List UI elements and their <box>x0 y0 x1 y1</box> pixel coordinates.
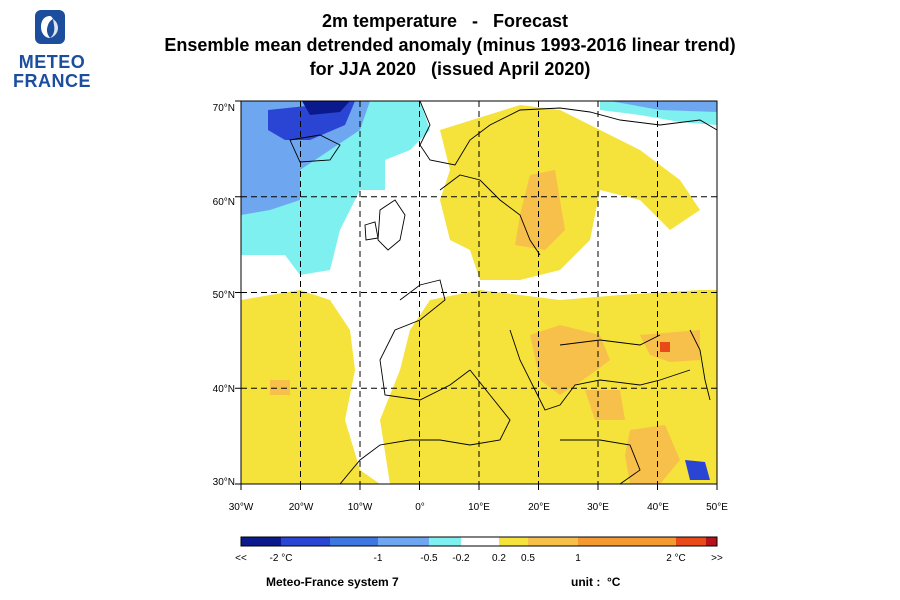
coastline-levant <box>560 439 641 484</box>
unit-label: unit : °C <box>571 575 621 589</box>
logo-text-france: FRANCE <box>13 71 91 91</box>
anomaly-region-hot-spot <box>660 342 670 352</box>
colorbar-frame <box>240 536 718 547</box>
colorbar-swatch <box>528 537 578 546</box>
coastline-balkans <box>509 329 691 411</box>
anomaly-region-warm-scandinavia <box>440 105 700 280</box>
colorbar-swatch <box>241 537 281 546</box>
model-system-label: Meteo-France system 7 <box>266 575 399 589</box>
colorbar-label-minus05: -0.5 <box>420 553 438 564</box>
colorbar-swatch <box>378 537 429 546</box>
colorbar-label-minus2: -2 °C <box>269 553 293 564</box>
lat-label-40n: 40°N <box>212 384 235 395</box>
anomaly-region-warm-atlantic-south <box>241 290 380 484</box>
colorbar-label-below: << <box>235 553 247 564</box>
anomaly-region-orange-baltic <box>515 170 565 250</box>
colorbar-swatch <box>578 537 676 546</box>
coastline-britain <box>377 199 406 251</box>
lon-label-20w: 20°W <box>288 502 314 513</box>
anomaly-region-cold-arctic <box>610 101 717 112</box>
colorbar-label-plus1: 1 <box>575 553 581 564</box>
coastline-caspian <box>689 329 711 401</box>
colorbar-label-plus02: 0.2 <box>492 553 506 564</box>
map-ticks <box>235 100 718 490</box>
coastline-baltic <box>439 174 541 256</box>
logo-text-meteo: METEO <box>18 52 86 72</box>
anomaly-region-orange-balkans <box>530 325 610 395</box>
lon-label-20e: 20°E <box>528 502 550 513</box>
coastline-arctic <box>419 101 717 166</box>
colorbar-swatch <box>706 537 717 546</box>
coastline-iceland <box>289 134 341 163</box>
lat-label-70n: 70°N <box>212 103 235 114</box>
title-line-2: Ensemble mean detrended anomaly (minus 1… <box>164 35 736 55</box>
lon-label-30w: 30°W <box>228 502 254 513</box>
anomaly-region-orange-turkey <box>585 390 625 420</box>
anomaly-region-orange-azores <box>270 380 290 395</box>
lon-label-40e: 40°E <box>647 502 669 513</box>
colorbar-label-minus02: -0.2 <box>452 553 470 564</box>
coastline-ireland <box>364 221 379 241</box>
lon-label-30e: 30°E <box>587 502 609 513</box>
colorbar-label-minus1: -1 <box>373 553 383 564</box>
logo-badge-icon <box>35 10 65 44</box>
lat-label-50n: 50°N <box>212 290 235 301</box>
map-gridlines <box>241 101 717 484</box>
colorbar-label-plus05: 0.5 <box>521 553 535 564</box>
title-line-3: for JJA 2020 (issued April 2020) <box>309 59 591 79</box>
meteo-france-logo: METEO FRANCE <box>12 6 92 92</box>
colorbar <box>240 536 718 547</box>
title-line-1: 2m temperature - Forecast <box>321 11 569 31</box>
lat-label-30n: 30°N <box>212 477 235 488</box>
colorbar-swatch <box>676 537 706 546</box>
lon-label-50e: 50°E <box>706 502 728 513</box>
anomaly-region-extreme-cold <box>302 101 350 115</box>
colorbar-swatch <box>499 537 528 546</box>
colorbar-swatch <box>461 537 499 546</box>
colorbar-swatch <box>330 537 378 546</box>
colorbar-swatch <box>281 537 330 546</box>
colorbar-swatch <box>429 537 461 546</box>
colorbar-label-above: >> <box>711 553 723 564</box>
anomaly-fill-layer <box>241 101 717 484</box>
anomaly-region-cold-gulf <box>685 460 710 480</box>
coastline-west-europe <box>379 279 471 401</box>
coastlines <box>289 101 717 484</box>
lon-label-0: 0° <box>415 502 425 513</box>
anomaly-region-orange-middle-east <box>625 425 680 484</box>
lat-label-60n: 60°N <box>212 197 235 208</box>
coastline-north-africa <box>339 369 511 484</box>
lon-label-10e: 10°E <box>468 502 490 513</box>
colorbar-label-plus2: 2 °C <box>666 553 686 564</box>
lon-label-10w: 10°W <box>347 502 373 513</box>
coastline-black-sea <box>559 334 661 346</box>
